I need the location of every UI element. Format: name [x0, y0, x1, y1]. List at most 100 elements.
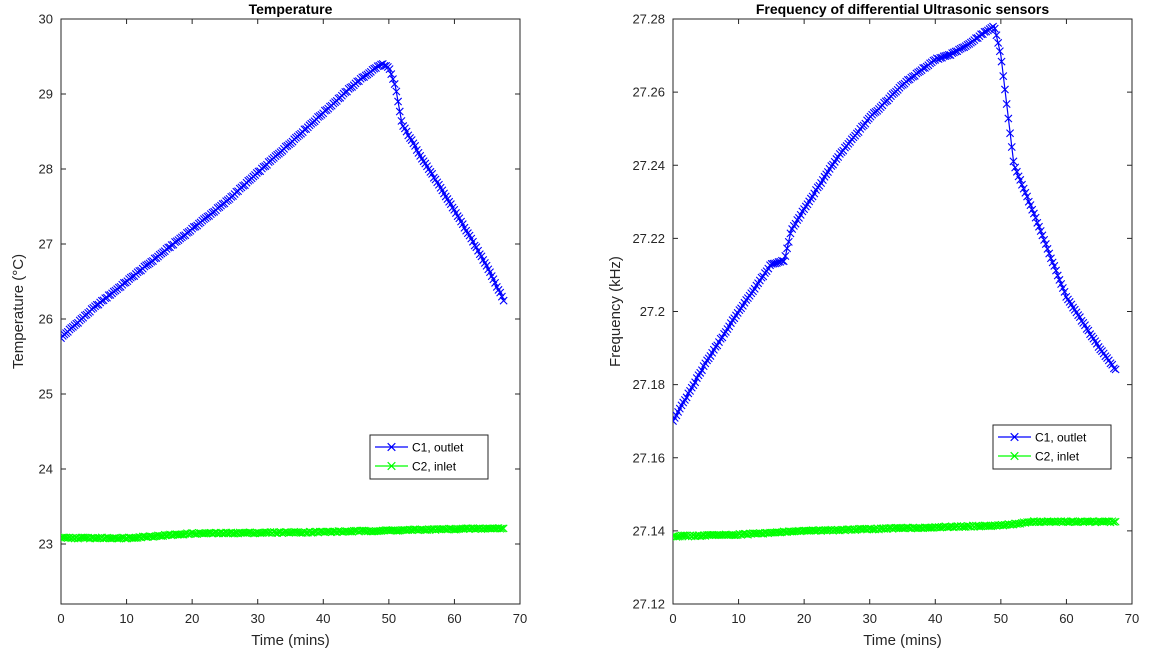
legend: C1, outlet C2, inlet [369, 434, 489, 480]
y-tick-label: 27.26 [632, 85, 665, 100]
series-c1-outlet [61, 59, 508, 343]
data-point [903, 75, 912, 84]
data-point [992, 31, 1001, 40]
data-point [387, 70, 396, 79]
data-point [1006, 129, 1015, 138]
data-point [997, 57, 1006, 66]
data-point [679, 531, 688, 540]
data-point [774, 528, 783, 537]
data-point [485, 268, 494, 277]
legend-label: C2, inlet [1035, 450, 1080, 464]
y-tick-label: 27.28 [632, 12, 665, 27]
data-point [868, 525, 877, 534]
legend-swatch-marker [1010, 451, 1019, 461]
legend-label: C1, outlet [412, 441, 464, 455]
legend: C1, outlet C2, inlet [992, 424, 1112, 470]
x-axis-label: Time (mins) [251, 632, 330, 649]
data-point [995, 47, 1004, 56]
x-tick-label: 30 [250, 611, 264, 626]
data-point [1041, 240, 1050, 249]
data-point [392, 87, 401, 96]
data-point [1000, 85, 1009, 94]
x-tick-label: 60 [447, 611, 461, 626]
data-point [281, 142, 290, 151]
data-point [497, 292, 506, 301]
data-point [388, 75, 397, 84]
data-point [914, 68, 923, 77]
y-tick-label: 27.14 [632, 523, 665, 538]
data-point [779, 257, 788, 266]
data-point [1012, 167, 1021, 176]
data-point [394, 97, 403, 106]
data-point [1052, 518, 1061, 527]
data-point [285, 528, 294, 537]
data-point [1004, 114, 1013, 123]
data-point [1050, 261, 1059, 270]
data-point [428, 169, 437, 178]
x-tick-label: 20 [185, 611, 199, 626]
chart-title: Frequency of differential Ultrasonic sen… [756, 1, 1050, 17]
data-point [133, 533, 142, 542]
data-point [1002, 99, 1011, 108]
data-point [385, 65, 394, 74]
data-point [958, 523, 967, 532]
data-point [1031, 213, 1040, 222]
x-tick-label: 50 [382, 611, 396, 626]
data-point [994, 38, 1003, 47]
data-point [1024, 518, 1033, 527]
data-point [1035, 222, 1043, 231]
data-point [128, 272, 137, 281]
y-axis-label: Temperature (°C) [10, 254, 27, 369]
plot-area [672, 18, 1133, 605]
data-point [1009, 157, 1018, 166]
series-c1-outlet [673, 22, 1120, 426]
x-tick-label: 70 [1125, 611, 1139, 626]
data-point [999, 72, 1008, 81]
data-point [496, 288, 505, 297]
data-point [496, 524, 505, 533]
data-point [390, 80, 399, 89]
data-point [786, 229, 795, 238]
data-point [1023, 192, 1032, 201]
y-tick-label: 23 [39, 537, 53, 552]
data-point [97, 296, 106, 305]
data-point [1029, 209, 1038, 218]
data-point [697, 366, 706, 375]
data-point [397, 116, 406, 125]
data-point [784, 237, 793, 246]
data-point [1016, 175, 1025, 184]
x-tick-label: 40 [928, 611, 942, 626]
data-point [777, 256, 786, 265]
x-axis-label: Time (mins) [863, 632, 942, 649]
data-point [1111, 365, 1120, 374]
y-tick-label: 24 [39, 462, 53, 477]
legend-label: C1, outlet [1035, 431, 1087, 445]
data-point [164, 243, 173, 252]
data-point [1053, 271, 1062, 280]
legend-swatch-marker [1010, 432, 1019, 442]
data-point [491, 278, 500, 287]
data-point [691, 378, 700, 387]
data-point [1109, 517, 1118, 526]
data-point [499, 524, 508, 533]
x-tick-label: 20 [797, 611, 811, 626]
legend-swatch-marker [387, 461, 396, 471]
chart-title: Temperature [249, 1, 333, 17]
chart-1: 0 10 20 30 40 50 60 70 23 24 25 26 27 28 29 30 Temperatu… [10, 1, 527, 649]
data-point [929, 56, 938, 65]
data-point [1036, 227, 1045, 235]
x-tick-label: 30 [862, 611, 876, 626]
data-point [1057, 280, 1066, 288]
x-tick-label: 0 [669, 611, 676, 626]
series-c2-inlet [61, 524, 508, 543]
data-point [1040, 235, 1049, 244]
data-point [1046, 254, 1055, 263]
y-tick-label: 30 [39, 12, 53, 27]
y-tick-label: 27.18 [632, 377, 665, 392]
data-point [497, 524, 506, 533]
data-point [1045, 249, 1054, 258]
y-tick-label: 29 [39, 87, 53, 102]
data-point [213, 204, 222, 212]
x-tick-label: 10 [731, 611, 745, 626]
